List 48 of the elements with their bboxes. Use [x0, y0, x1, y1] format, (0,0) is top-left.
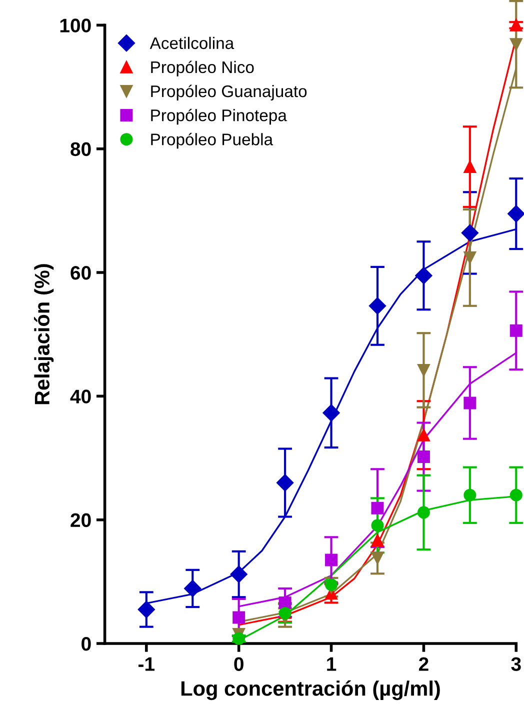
- legend-label: Propóleo Guanajuato: [151, 84, 307, 100]
- point: [184, 580, 202, 598]
- point: [417, 450, 430, 464]
- point: [368, 297, 386, 314]
- y-tick-label: 60: [70, 266, 91, 280]
- point: [510, 488, 522, 502]
- point: [325, 554, 338, 566]
- point: [325, 578, 338, 592]
- point: [417, 364, 430, 376]
- x-tick-label: -1: [138, 657, 154, 671]
- point: [464, 160, 476, 174]
- point: [510, 18, 522, 32]
- point: [371, 534, 384, 546]
- x-tick-label: 2: [418, 657, 428, 671]
- point: [138, 600, 155, 618]
- y-tick-label: 100: [60, 18, 91, 32]
- y-tick-label: 20: [70, 513, 91, 528]
- y-tick-label: 80: [70, 142, 91, 156]
- point: [464, 488, 476, 502]
- point: [417, 506, 430, 519]
- x-axis-title: Log concentración (µg/ml): [181, 680, 440, 700]
- x-tick-label: 3: [511, 657, 521, 672]
- point: [510, 38, 522, 51]
- point: [371, 502, 384, 514]
- legend-label: Propóleo Puebla: [151, 132, 274, 149]
- point: [417, 428, 430, 442]
- legend-label: Acetilcolina: [150, 36, 234, 50]
- point: [232, 611, 246, 624]
- legend-label: Propóleo Nico: [151, 60, 254, 76]
- point: [278, 596, 292, 609]
- point: [508, 205, 524, 222]
- point: [371, 519, 384, 532]
- point: [322, 404, 340, 422]
- point: [461, 224, 478, 242]
- point: [464, 396, 476, 410]
- point: [415, 267, 432, 284]
- y-tick-label: 0: [82, 636, 91, 651]
- point: [230, 566, 248, 583]
- point: [232, 632, 246, 645]
- point: [371, 552, 384, 564]
- legend-label: Propóleo Pinotepa: [151, 108, 287, 125]
- y-axis-title: Relajación (%): [34, 264, 54, 404]
- x-tick-label: 1: [327, 657, 336, 671]
- y-tick-label: 40: [70, 390, 91, 404]
- point: [464, 251, 476, 264]
- point: [510, 324, 522, 337]
- point: [276, 474, 294, 492]
- x-tick-label: 0: [234, 657, 244, 671]
